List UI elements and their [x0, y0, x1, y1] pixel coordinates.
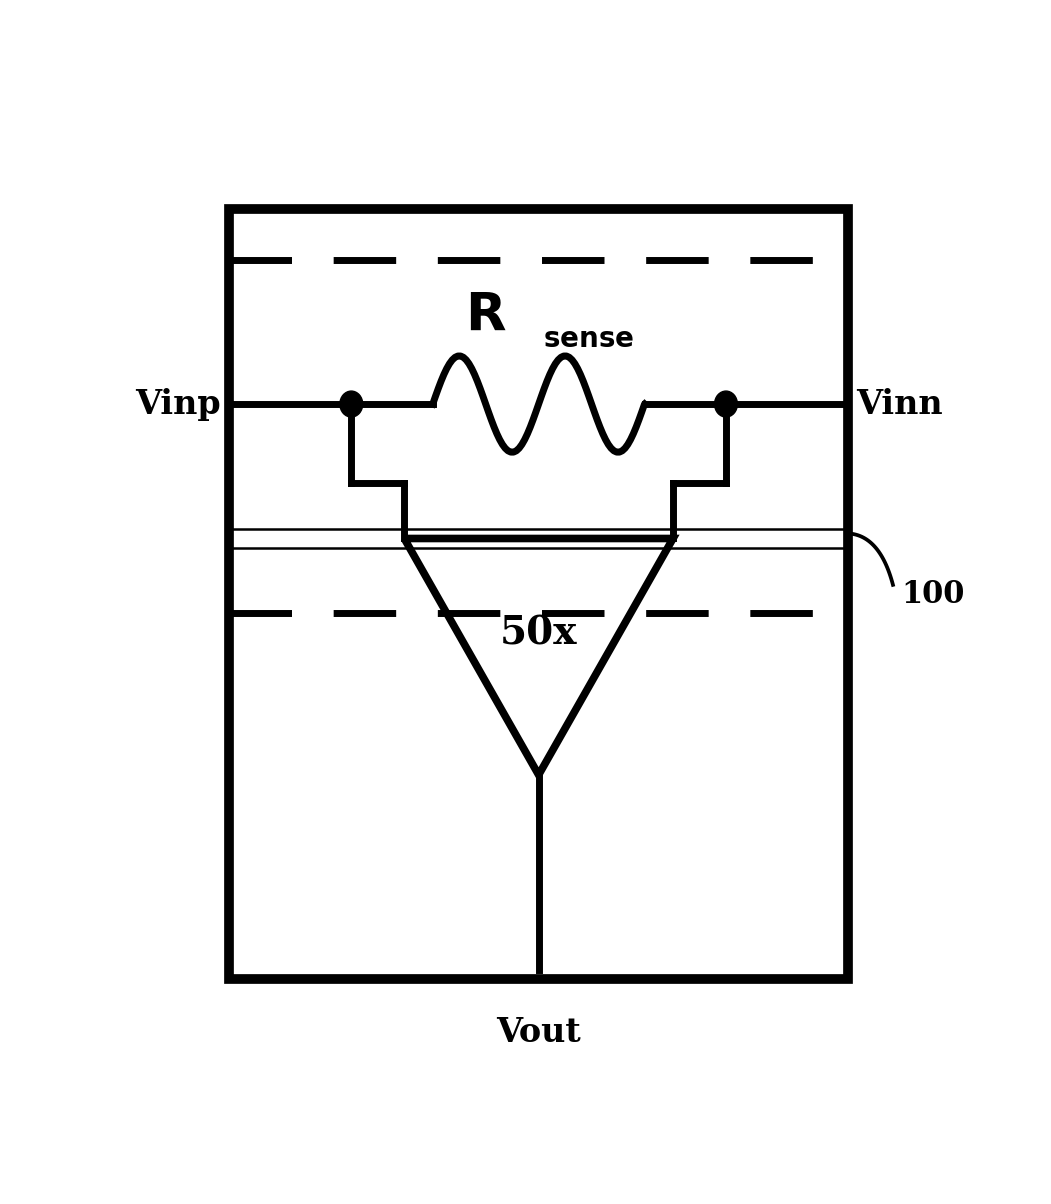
- Circle shape: [715, 391, 738, 417]
- Text: Vinp: Vinp: [136, 388, 221, 420]
- Text: Vinn: Vinn: [857, 388, 943, 420]
- Bar: [229, 209, 848, 979]
- Text: $\mathbf{R}$: $\mathbf{R}$: [466, 290, 507, 342]
- Text: 50x: 50x: [500, 614, 577, 653]
- Circle shape: [339, 391, 363, 417]
- Text: 100: 100: [901, 579, 965, 609]
- Text: Vout: Vout: [496, 1016, 581, 1049]
- Text: $\mathbf{sense}$: $\mathbf{sense}$: [542, 325, 634, 353]
